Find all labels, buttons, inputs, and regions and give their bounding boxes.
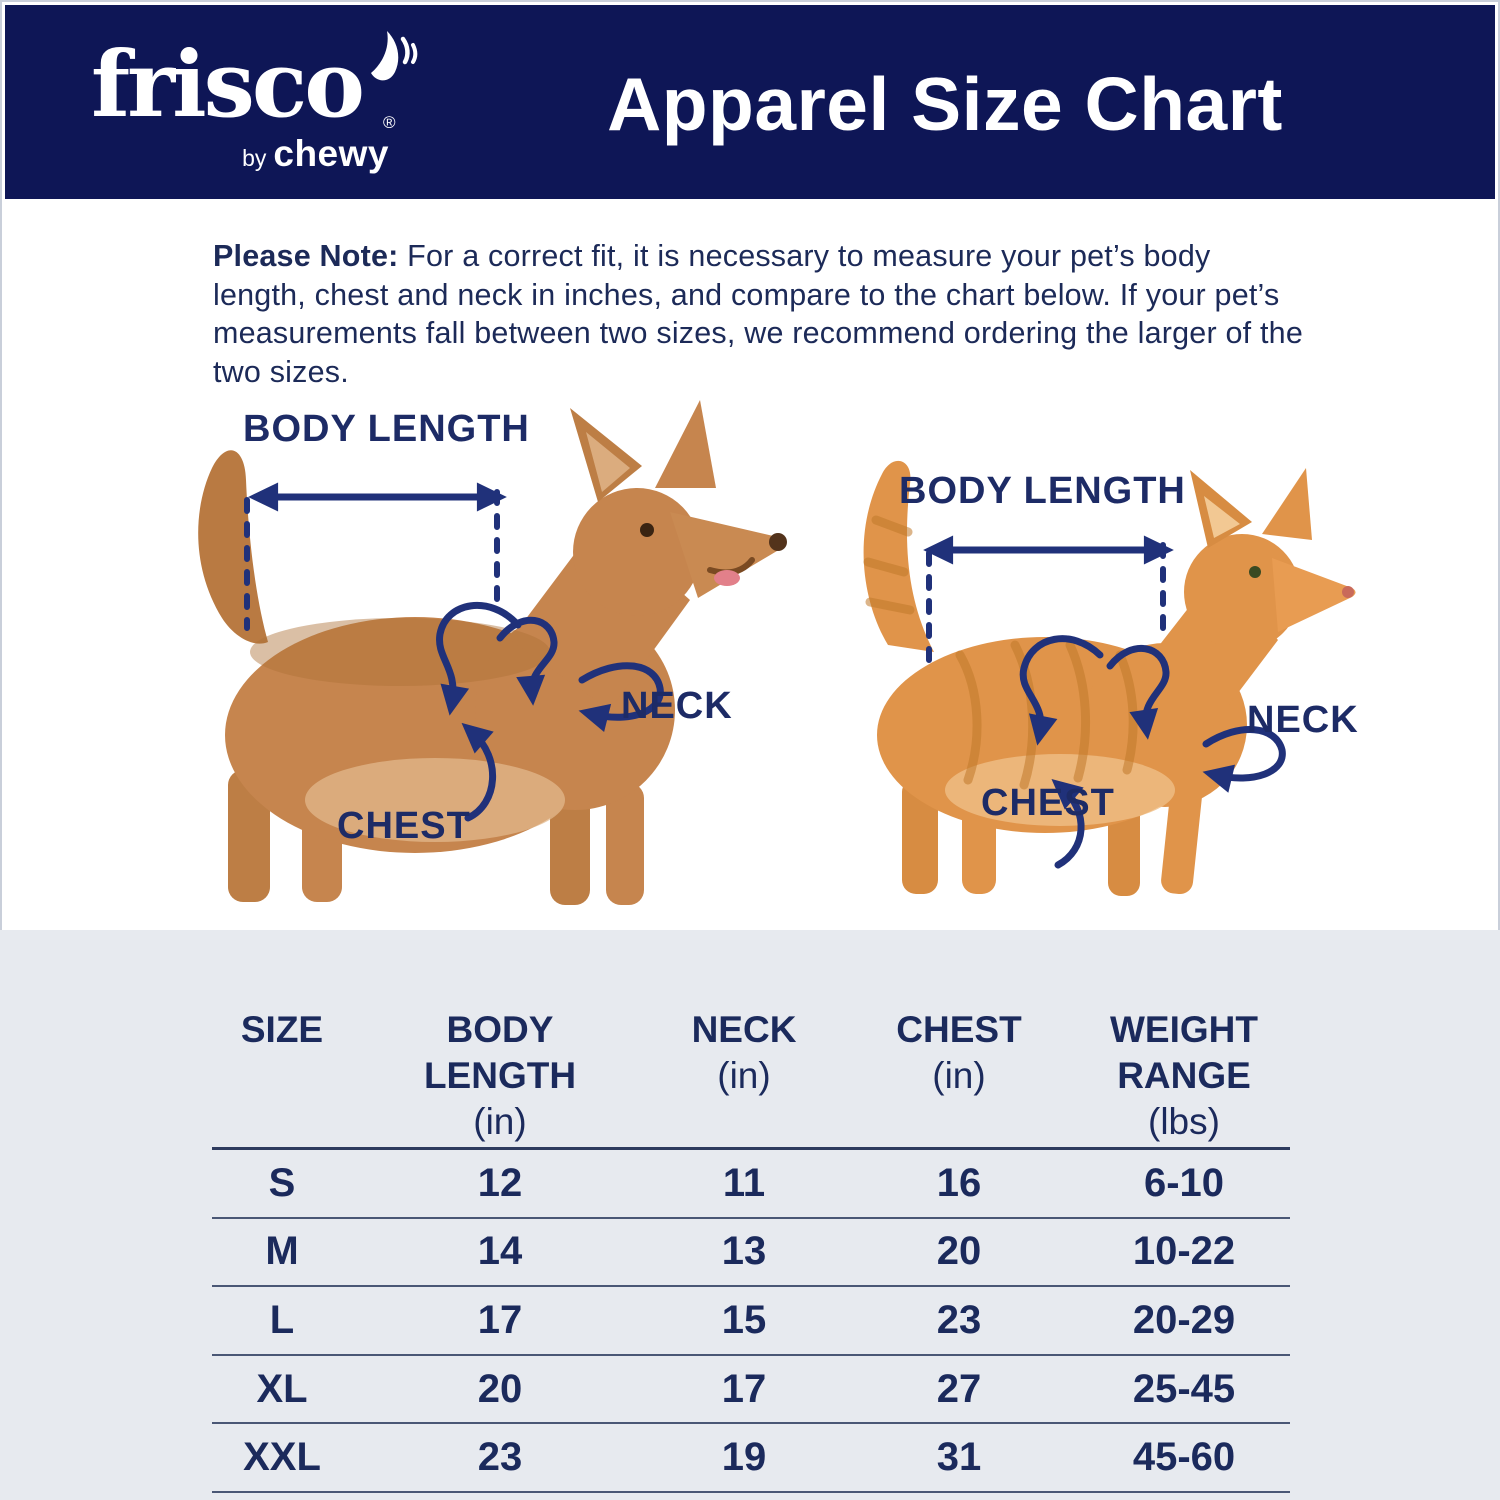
cat-chest-arrow — [1051, 778, 1085, 869]
dog-measurement-arrows — [244, 482, 664, 822]
cat-nose — [1342, 586, 1354, 598]
table-row-xl: XL 20 17 27 25-45 — [212, 1356, 1290, 1425]
table-body: S 12 11 16 6-10 M 14 13 20 10-22 L 17 15 — [212, 1147, 1290, 1493]
page-title: Apparel Size Chart — [607, 62, 1283, 146]
note-label: Please Note: — [213, 239, 399, 273]
table-row-l: L 17 15 23 20-29 — [212, 1287, 1290, 1356]
dog-front-leg — [606, 783, 644, 905]
table-row-xxl: XXL 23 19 31 45-60 — [212, 1424, 1290, 1493]
fit-note: Please Note: For a correct fit, it is ne… — [213, 237, 1311, 391]
cat-inner-ear — [1204, 496, 1240, 538]
cat-ear — [1190, 470, 1252, 548]
frisco-logo: frisco ® by chewy — [91, 31, 418, 175]
dog-eye — [640, 523, 654, 537]
col-header-chest: CHEST (in) — [896, 1009, 1022, 1096]
table-header-row: SIZE BODY LENGTH (in) NECK (in) CHEST (i… — [212, 1007, 1290, 1147]
dog-nose — [769, 533, 787, 551]
dog-chest-arrow — [461, 722, 497, 822]
cat-hind-leg — [902, 778, 938, 894]
registered-trademark-icon: ® — [383, 113, 396, 132]
by-chewy-byline: by chewy — [91, 133, 391, 175]
col-header-size: SIZE — [240, 1009, 324, 1050]
dog-tongue — [714, 570, 740, 586]
cat-measurement-arrows — [923, 535, 1286, 869]
dog-neck-label: NECK — [621, 685, 733, 727]
cat-silhouette — [863, 460, 1356, 896]
dog-inner-ear — [586, 432, 630, 492]
dog-illustration — [198, 400, 787, 905]
size-table-section: SIZE BODY LENGTH (in) NECK (in) CHEST (i… — [0, 930, 1500, 1500]
dog-body-length-label: BODY LENGTH — [243, 408, 530, 450]
dog-neck-arrow — [578, 662, 664, 732]
dog-chest-label: CHEST — [337, 805, 471, 847]
dog-tail — [198, 450, 268, 644]
logo-tail-swoosh-icon — [371, 31, 418, 81]
byline-by-text: by — [242, 145, 267, 171]
cat-neck-label: NECK — [1247, 699, 1359, 741]
table-row-s: S 12 11 16 6-10 — [212, 1150, 1290, 1219]
col-header-neck: NECK (in) — [691, 1009, 797, 1096]
table-row-m: M 14 13 20 10-22 — [212, 1219, 1290, 1288]
frisco-logo-wordmark: frisco ® — [91, 31, 418, 133]
cat-muzzle — [1272, 558, 1356, 632]
dog-silhouette — [198, 400, 787, 905]
size-table: SIZE BODY LENGTH (in) NECK (in) CHEST (i… — [212, 1007, 1290, 1493]
frisco-logo-text: frisco — [91, 32, 365, 138]
dog-back-shading — [250, 618, 550, 686]
cat-neck-arrow — [1202, 726, 1286, 793]
dog-head — [573, 488, 701, 616]
dog-belly — [305, 758, 565, 842]
cat-head — [1184, 534, 1300, 650]
dog-ear — [655, 400, 716, 488]
cat-ear — [1262, 468, 1312, 540]
cat-eye — [1249, 566, 1261, 578]
header-banner: frisco ® by chewy Apparel Size Chart — [5, 5, 1495, 199]
note-text: For a correct fit, it is necessary to me… — [213, 239, 1303, 389]
col-header-body-length: BODY LENGTH (in) — [423, 1009, 577, 1142]
dog-hind-leg — [228, 770, 270, 902]
cat-illustration — [863, 460, 1356, 896]
cat-chest-label: CHEST — [981, 782, 1115, 824]
dog-shoulder-curl-arrow — [496, 616, 558, 706]
chewy-logo-text: chewy — [273, 133, 389, 174]
cat-shoulder-curl-arrow — [1106, 645, 1170, 740]
cat-body-length-label: BODY LENGTH — [899, 470, 1186, 512]
dog-snout — [670, 512, 786, 598]
cat-back-curl-arrow — [1019, 635, 1104, 746]
col-header-weight-range: WEIGHT RANGE (lbs) — [1110, 1009, 1258, 1142]
dog-back-curl-arrow — [436, 601, 522, 716]
